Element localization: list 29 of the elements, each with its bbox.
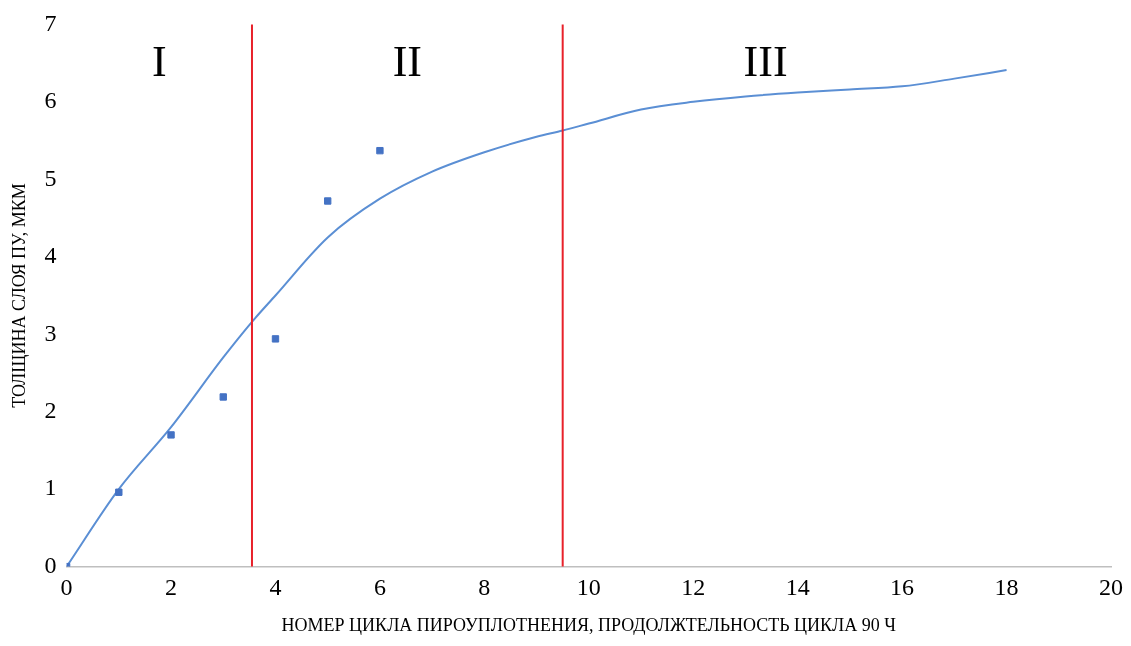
x-tick-label: 8 [478,574,491,601]
y-tick-label: 0 [44,551,57,578]
point [219,393,227,401]
x-tick-label: 14 [785,574,810,601]
point [324,197,332,205]
x-axis-title: НОМЕР ЦИКЛА ПИРОУПЛОТНЕНИЯ, ПРОДОЛЖТЕЛЬНОСТЬ ЦИКЛА 90 Ч [281,614,897,635]
annotation: III [743,36,788,86]
x-tick-label: 12 [681,574,706,601]
annotation: II [392,36,422,86]
y-axis-title: ТОЛЩИНА СЛОЯ ПУ, МКМ [8,183,29,408]
point [271,335,280,343]
y-tick-label: 7 [44,9,57,36]
annotation: I [151,36,167,86]
x-tick-label: 16 [890,574,915,601]
y-tick-label: 2 [44,396,57,423]
y-tick-label: 1 [44,474,57,501]
point [167,431,175,439]
point [115,488,123,496]
y-tick-label: 6 [44,87,57,114]
x-tick-label: 6 [373,574,386,601]
x-tick-label: 10 [576,574,601,601]
point [376,146,384,155]
x-tick-label: 2 [165,574,178,601]
x-tick-label: 18 [994,574,1019,601]
x-tick-label: 4 [269,574,282,601]
x-tick-label: 20 [1099,574,1123,601]
y-tick-label: 3 [44,319,57,346]
y-tick-label: 4 [44,242,57,269]
y-tick-label: 5 [44,164,57,191]
